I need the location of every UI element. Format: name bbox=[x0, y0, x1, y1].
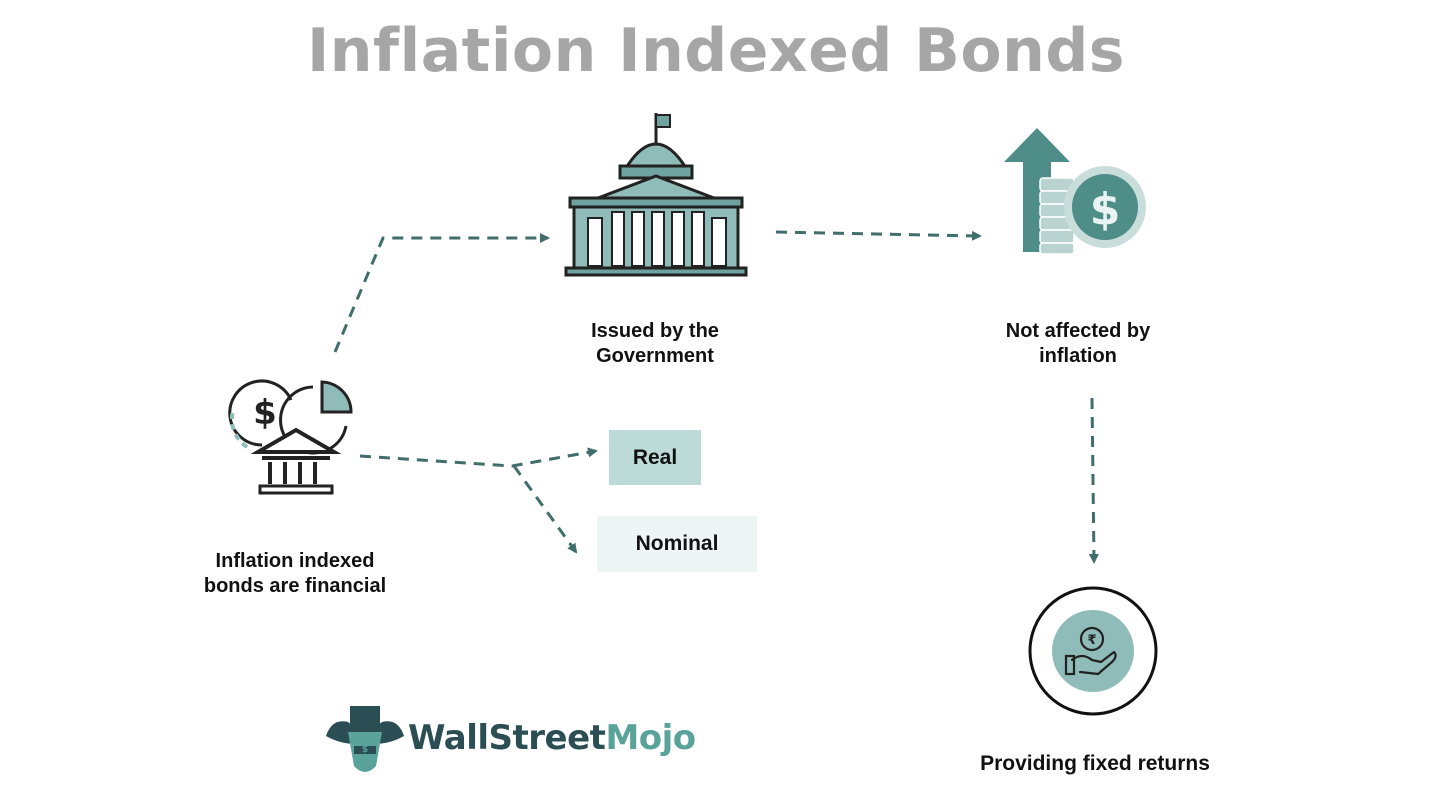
finance-bank-icon: $ bbox=[228, 379, 353, 495]
arrow-up-coins-icon: $ bbox=[1004, 128, 1146, 255]
type-label-real: Real bbox=[632, 445, 678, 469]
node-label-returns: Providing fixed returns bbox=[980, 752, 1210, 775]
svg-text:$: $ bbox=[362, 745, 368, 755]
capitol-building-icon bbox=[564, 113, 748, 277]
svg-text:$: $ bbox=[1090, 184, 1121, 235]
svg-text:₹: ₹ bbox=[1087, 633, 1096, 648]
svg-text:$: $ bbox=[253, 393, 277, 433]
bull-logo-icon: $ bbox=[326, 706, 404, 772]
type-box-real: Real bbox=[609, 430, 701, 485]
brand-wordmark-part2: Mojo bbox=[605, 718, 696, 758]
brand-wordmark: WallStreetMojo bbox=[408, 718, 696, 758]
arrow-financial-to-real bbox=[359, 447, 598, 468]
arrow-financial-to-government bbox=[333, 233, 550, 353]
brand-wordmark-part1: WallStreet bbox=[408, 718, 606, 758]
arrow-inflation-to-returns bbox=[1088, 397, 1099, 564]
node-label-government: Issued by the Government bbox=[591, 320, 719, 367]
page-title: Inflation Indexed Bonds bbox=[306, 16, 1125, 86]
node-label-inflation: Not affected by inflation bbox=[1005, 320, 1151, 367]
type-box-nominal: Nominal bbox=[597, 516, 757, 572]
node-label-financial: Inflation indexed bonds are financial bbox=[203, 550, 387, 597]
hand-rupee-icon: ₹ bbox=[1028, 586, 1158, 716]
arrow-government-to-inflation bbox=[775, 230, 982, 241]
arrow-split-to-nominal bbox=[512, 465, 578, 554]
type-label-nominal: Nominal bbox=[635, 532, 719, 555]
